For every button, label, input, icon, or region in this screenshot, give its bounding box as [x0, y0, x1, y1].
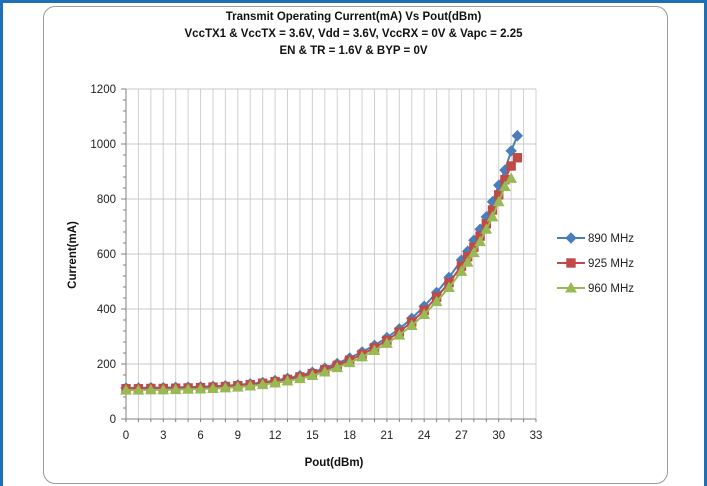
data-point-960-mhz: [231, 381, 244, 392]
data-point-960-mhz: [480, 223, 493, 234]
data-point-960-mhz: [405, 319, 418, 330]
data-point-960-mhz: [219, 381, 232, 393]
data-point-960-mhz: [455, 265, 468, 276]
data-point-890-mhz: [511, 130, 524, 142]
y-tick-label: 1200: [90, 84, 116, 96]
data-point-960-mhz: [294, 372, 306, 384]
data-point-960-mhz: [418, 308, 431, 319]
x-tick-label: 15: [306, 430, 319, 442]
data-point-960-mhz: [120, 384, 132, 395]
x-tick-label: 33: [530, 430, 543, 442]
data-point-960-mhz: [194, 382, 207, 394]
x-tick-label: 0: [123, 430, 129, 442]
x-tick-label: 24: [418, 430, 431, 442]
data-point-960-mhz: [244, 379, 257, 391]
data-point-960-mhz: [343, 356, 356, 368]
data-point-960-mhz: [281, 375, 294, 386]
y-tick-label: 400: [97, 304, 116, 316]
x-tick-label: 6: [197, 430, 203, 442]
data-point-960-mhz: [144, 383, 157, 395]
data-point-925-mhz: [512, 153, 523, 163]
x-tick-label: 27: [455, 430, 468, 442]
legend-label: 925 MHz: [588, 258, 634, 270]
data-point-960-mhz: [318, 365, 331, 377]
legend-marker: [565, 232, 577, 244]
data-point-960-mhz: [182, 383, 194, 394]
x-axis-label: Pout(dBm): [305, 457, 364, 469]
chart-subtitle-line-1: VccTX1 & VccTX = 3.6V, Vdd = 3.6V, VccRX…: [184, 28, 523, 40]
y-tick-label: 800: [97, 194, 116, 206]
chart-title: Transmit Operating Current(mA) Vs Pout(d…: [225, 11, 482, 23]
y-tick-label: 200: [97, 359, 116, 371]
x-tick-label: 12: [269, 430, 282, 442]
data-point-960-mhz: [393, 329, 406, 340]
data-point-960-mhz: [256, 378, 269, 390]
data-point-960-mhz: [132, 384, 145, 395]
chart-subtitle-line-2: EN & TR = 1.6V & BYP = 0V: [279, 45, 428, 57]
x-tick-label: 3: [160, 430, 166, 442]
data-point-960-mhz: [486, 210, 499, 222]
data-point-960-mhz: [331, 361, 344, 373]
data-point-960-mhz: [474, 235, 486, 247]
chart-panel: [43, 6, 668, 484]
data-point-960-mhz: [381, 337, 393, 348]
y-tick-label: 600: [97, 249, 116, 261]
data-point-960-mhz: [468, 246, 480, 258]
data-point-960-mhz: [430, 295, 443, 307]
legend-item-925-mhz: 925 MHz: [557, 258, 634, 270]
legend-item-960-mhz: 960 MHz: [557, 281, 634, 295]
data-point-960-mhz: [269, 376, 281, 388]
x-tick-label: 18: [343, 430, 356, 442]
y-tick-label: 0: [110, 414, 116, 426]
data-point-960-mhz: [368, 344, 381, 356]
series-960-mhz: [120, 172, 518, 395]
data-point-960-mhz: [505, 172, 518, 183]
data-point-960-mhz: [356, 350, 368, 362]
x-tick-label: 9: [235, 430, 241, 442]
data-point-960-mhz: [461, 256, 474, 267]
legend-marker: [565, 281, 577, 293]
y-tick-label: 1000: [90, 139, 116, 151]
x-tick-label: 21: [381, 430, 394, 442]
data-point-960-mhz: [443, 281, 455, 293]
data-point-960-mhz: [169, 383, 182, 395]
x-tick-label: 30: [492, 430, 505, 442]
legend-marker: [566, 258, 576, 268]
legend-label: 960 MHz: [588, 283, 634, 295]
data-point-960-mhz: [306, 369, 319, 381]
data-point-960-mhz: [157, 383, 170, 395]
data-point-960-mhz: [207, 382, 219, 393]
data-point-925-mhz: [506, 161, 516, 171]
legend-item-890-mhz: 890 MHz: [557, 232, 634, 245]
data-point-960-mhz: [492, 195, 505, 207]
legend-label: 890 MHz: [588, 233, 634, 245]
y-axis-label: Current(mA): [67, 221, 79, 289]
data-point-960-mhz: [499, 180, 511, 192]
